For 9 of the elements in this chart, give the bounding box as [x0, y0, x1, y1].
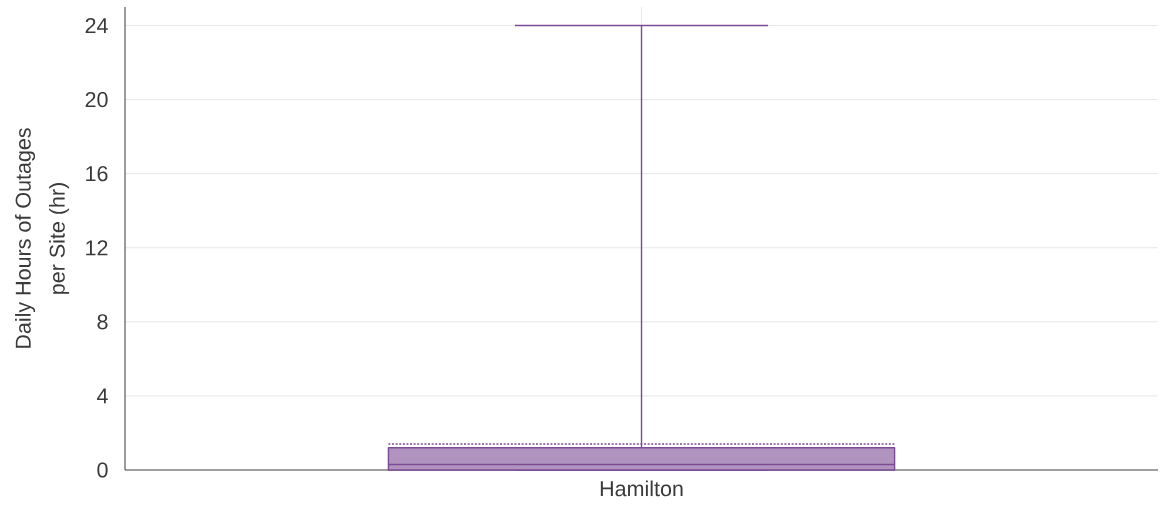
y-tick-label: 12 [86, 240, 108, 256]
x-tick-label: Hamilton [600, 480, 683, 497]
y-tick-label: 8 [97, 314, 108, 330]
y-axis-title: Daily Hours of Outages per Site (hr) [15, 128, 70, 348]
y-tick-label: 4 [97, 388, 108, 404]
y-tick-label: 16 [86, 166, 108, 182]
y-tick-label: 0 [97, 462, 108, 478]
y-tick-label: 24 [85, 18, 108, 34]
y-tick-label: 20 [85, 91, 108, 108]
